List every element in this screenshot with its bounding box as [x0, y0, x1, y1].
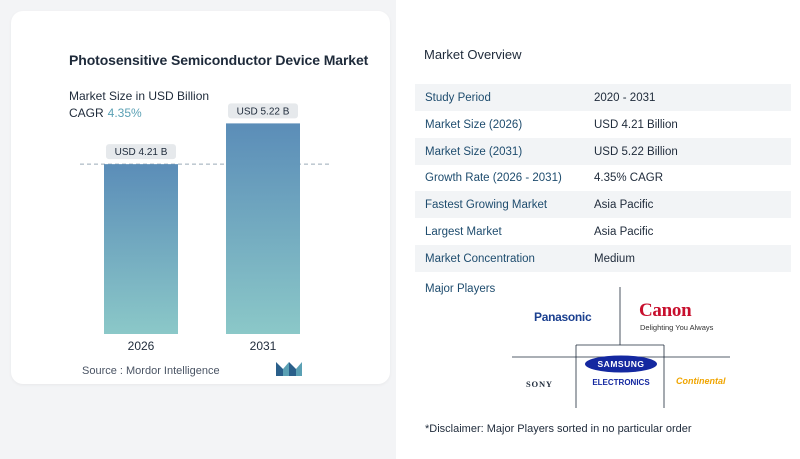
data-label: USD 4.21 B — [115, 147, 168, 158]
row-value: Medium — [594, 252, 635, 265]
x-tick-label: 2026 — [128, 339, 155, 353]
mordor-intelligence-logo-icon — [276, 362, 302, 376]
source-note: Source : Mordor Intelligence — [82, 365, 220, 377]
bar-chart: USD 4.21 B 2026 USD 5.22 B 2031 — [80, 103, 330, 353]
data-label: USD 5.22 B — [237, 106, 290, 117]
market-overview-title: Market Overview — [424, 47, 522, 62]
row-label: Study Period — [425, 91, 491, 104]
row-value: 2020 - 2031 — [594, 91, 656, 104]
row-label: Growth Rate (2026 - 2031) — [425, 171, 562, 184]
overview-row: Study Period 2020 - 2031 — [415, 84, 791, 111]
chart-subtitle: Market Size in USD Billion — [69, 89, 210, 103]
overview-row: Market Size (2031) USD 5.22 Billion — [415, 138, 791, 165]
x-tick-label: 2031 — [250, 339, 277, 353]
overview-row: Growth Rate (2026 - 2031) 4.35% CAGR — [415, 164, 791, 191]
row-label: Market Size (2031) — [425, 145, 523, 158]
chart-title: Photosensitive Semiconductor Device Mark… — [69, 52, 369, 68]
cagr-value: 4.35% — [107, 106, 142, 120]
continental-logo: Continental — [676, 376, 726, 386]
data-label-bg — [228, 103, 298, 119]
overview-row: Fastest Growing Market Asia Pacific — [415, 191, 791, 218]
canon-tagline: Delighting You Always — [640, 323, 714, 332]
sony-logo: SONY — [526, 379, 553, 389]
disclaimer-note: *Disclaimer: Major Players sorted in no … — [425, 423, 692, 435]
market-size-card — [11, 11, 390, 384]
market-overview-panel — [396, 0, 800, 459]
data-label-bg — [106, 144, 176, 160]
row-value: USD 5.22 Billion — [594, 145, 678, 158]
row-label: Largest Market — [425, 225, 502, 238]
samsung-logo: SAMSUNG — [597, 359, 645, 369]
cagr-label: CAGR — [69, 106, 104, 120]
bar-2026 — [104, 164, 178, 334]
row-value: Asia Pacific — [594, 225, 654, 238]
row-label: Market Concentration — [425, 252, 535, 265]
row-value: Asia Pacific — [594, 198, 654, 211]
major-players-title: Major Players — [425, 283, 496, 295]
samsung-logo-ellipse — [585, 355, 657, 373]
cagr-line: CAGR 4.35% — [69, 106, 142, 120]
overview-row: Largest Market Asia Pacific — [415, 218, 791, 245]
row-value: 4.35% CAGR — [594, 171, 664, 184]
row-label: Fastest Growing Market — [425, 198, 548, 211]
row-value: USD 4.21 Billion — [594, 118, 678, 131]
samsung-electronics-label: ELECTRONICS — [592, 378, 650, 387]
panasonic-logo: Panasonic — [534, 310, 592, 324]
overview-row: Market Size (2026) USD 4.21 Billion — [415, 111, 791, 138]
canon-logo: Canon — [639, 300, 692, 321]
row-label: Market Size (2026) — [425, 118, 523, 131]
bar-2031 — [226, 123, 300, 335]
overview-row: Market Concentration Medium — [415, 245, 791, 272]
